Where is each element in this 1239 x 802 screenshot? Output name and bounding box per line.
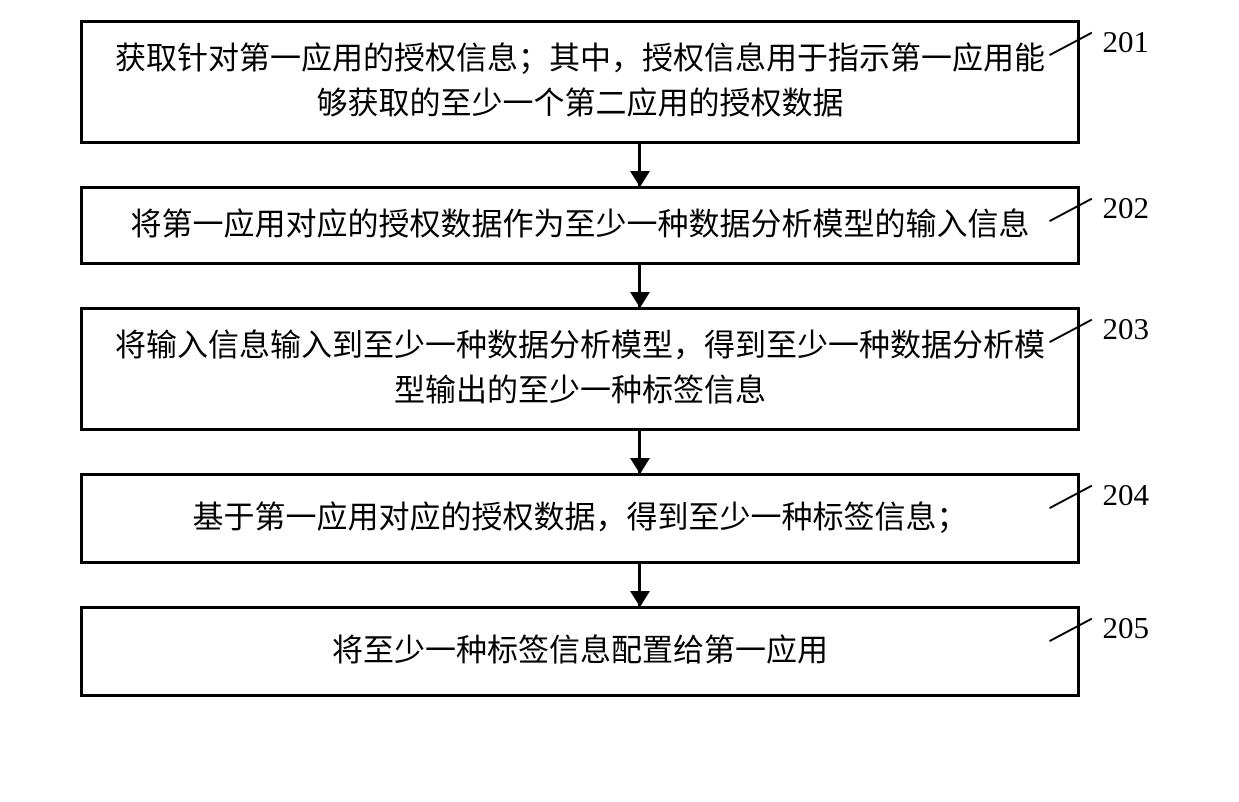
step-container-3: 将输入信息输入到至少一种数据分析模型，得到至少一种数据分析模型输出的至少一种标签… <box>40 307 1199 431</box>
arrow-2 <box>638 265 641 307</box>
step-text-5: 将至少一种标签信息配置给第一应用 <box>332 633 828 668</box>
arrow-wrapper-1 <box>140 144 1140 186</box>
label-group-2: 202 <box>1050 190 1150 226</box>
step-box-4: 基于第一应用对应的授权数据，得到至少一种标签信息； <box>80 473 1080 564</box>
arrow-head-4 <box>630 591 650 607</box>
step-container-5: 将至少一种标签信息配置给第一应用 205 <box>40 606 1199 697</box>
step-text-1: 获取针对第一应用的授权信息；其中，授权信息用于指示第一应用能够获取的至少一个第二… <box>115 41 1045 121</box>
connector-4 <box>1050 487 1095 509</box>
arrow-1 <box>638 144 641 186</box>
step-text-3: 将输入信息输入到至少一种数据分析模型，得到至少一种数据分析模型输出的至少一种标签… <box>115 328 1045 408</box>
step-label-4: 204 <box>1103 477 1150 513</box>
label-group-5: 205 <box>1050 610 1150 646</box>
step-box-5: 将至少一种标签信息配置给第一应用 <box>80 606 1080 697</box>
flowchart-container: 获取针对第一应用的授权信息；其中，授权信息用于指示第一应用能够获取的至少一个第二… <box>40 20 1199 697</box>
step-text-4: 基于第一应用对应的授权数据，得到至少一种标签信息； <box>193 500 968 535</box>
arrow-3 <box>638 431 641 473</box>
arrow-wrapper-2 <box>140 265 1140 307</box>
connector-3 <box>1050 321 1095 343</box>
step-label-3: 203 <box>1103 311 1150 347</box>
label-group-4: 204 <box>1050 477 1150 513</box>
label-group-3: 203 <box>1050 311 1150 347</box>
arrow-4 <box>638 564 641 606</box>
step-container-2: 将第一应用对应的授权数据作为至少一种数据分析模型的输入信息 202 <box>40 186 1199 265</box>
step-box-2: 将第一应用对应的授权数据作为至少一种数据分析模型的输入信息 <box>80 186 1080 265</box>
arrow-head-3 <box>630 458 650 474</box>
step-box-1: 获取针对第一应用的授权信息；其中，授权信息用于指示第一应用能够获取的至少一个第二… <box>80 20 1080 144</box>
connector-2 <box>1050 200 1095 222</box>
arrow-head-2 <box>630 292 650 308</box>
step-label-5: 205 <box>1103 610 1150 646</box>
step-container-4: 基于第一应用对应的授权数据，得到至少一种标签信息； 204 <box>40 473 1199 564</box>
arrow-wrapper-3 <box>140 431 1140 473</box>
step-label-2: 202 <box>1103 190 1150 226</box>
arrow-head-1 <box>630 171 650 187</box>
step-container-1: 获取针对第一应用的授权信息；其中，授权信息用于指示第一应用能够获取的至少一个第二… <box>40 20 1199 144</box>
connector-5 <box>1050 620 1095 642</box>
connector-1 <box>1050 34 1095 56</box>
label-group-1: 201 <box>1050 24 1150 60</box>
step-text-2: 将第一应用对应的授权数据作为至少一种数据分析模型的输入信息 <box>131 207 1030 242</box>
step-box-3: 将输入信息输入到至少一种数据分析模型，得到至少一种数据分析模型输出的至少一种标签… <box>80 307 1080 431</box>
arrow-wrapper-4 <box>140 564 1140 606</box>
step-label-1: 201 <box>1103 24 1150 60</box>
